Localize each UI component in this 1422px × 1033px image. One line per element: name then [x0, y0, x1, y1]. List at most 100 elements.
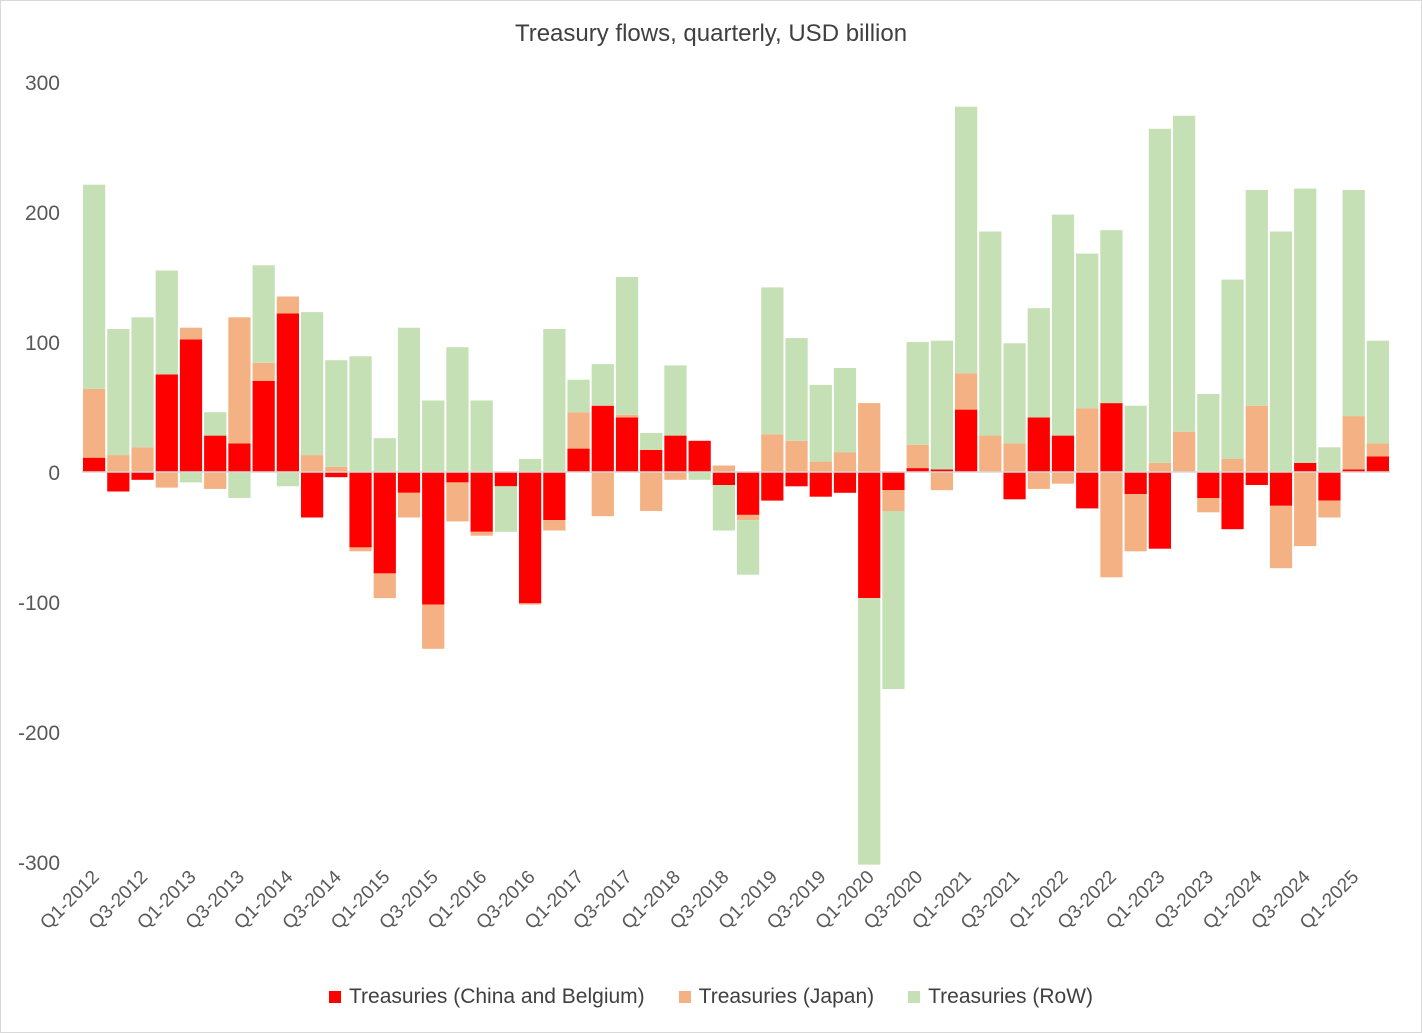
- bar-Q1-2019-series-2: [761, 287, 784, 435]
- bar-Q3-2012-series-2: [131, 317, 154, 448]
- bar-Q4-2016-series-2: [543, 329, 566, 472]
- bar-Q3-2014-series-0: [325, 472, 348, 478]
- bar-Q2-2022-series-0: [1076, 472, 1099, 509]
- bar-Q3-2019-series-0: [809, 472, 832, 497]
- bar-Q3-2020-series-2: [906, 342, 929, 445]
- bar-Q4-2019-series-1: [833, 452, 857, 472]
- bar-Q1-2024-series-2: [1245, 189, 1268, 406]
- bar-Q3-2014-series-2: [325, 360, 348, 467]
- bar-Q3-2015-series-0: [422, 472, 445, 605]
- bar-Q4-2024-series-1: [1318, 500, 1341, 518]
- bar-Q4-2018-series-1: [737, 514, 760, 521]
- bar-Q2-2017-series-0: [591, 405, 614, 472]
- bar-Q2-2020-series-1: [882, 490, 905, 511]
- bar-Q1-2025-series-2: [1342, 189, 1365, 417]
- bar-Q1-2022-series-1: [1051, 472, 1075, 484]
- legend-label: Treasuries (Japan): [698, 985, 875, 1008]
- bar-Q4-2014-series-1: [349, 547, 372, 552]
- bar-Q1-2012-series-2: [83, 184, 106, 389]
- bar-Q1-2017-series-1: [567, 412, 590, 449]
- bar-Q4-2018-series-0: [737, 472, 760, 515]
- y-tick-label: 300: [25, 72, 60, 95]
- bar-Q4-2023-series-2: [1221, 279, 1244, 459]
- bar-Q4-2013-series-1: [252, 362, 275, 381]
- bar-Q3-2013-series-1: [228, 317, 251, 444]
- chart-title: Treasury flows, quarterly, USD billion: [514, 20, 908, 47]
- bar-Q2-2018-series-0: [688, 440, 711, 472]
- bar-Q4-2012-series-0: [155, 374, 178, 472]
- bar-Q1-2020-series-1: [858, 403, 881, 472]
- bar-Q4-2017-series-0: [640, 449, 663, 472]
- bar-Q4-2019-series-0: [833, 472, 857, 493]
- bar-Q2-2016-series-2: [494, 486, 517, 532]
- legend-item-0: Treasuries (China and Belgium): [328, 985, 645, 1009]
- bar-Q4-2024-series-0: [1318, 472, 1341, 501]
- y-tick-label: -300: [18, 852, 60, 875]
- bar-Q4-2015-series-1: [446, 482, 469, 522]
- bar-Q2-2014-series-0: [301, 472, 324, 518]
- bar-Q1-2018-series-0: [664, 435, 687, 472]
- bar-Q3-2015-series-1: [422, 604, 445, 649]
- bar-Q3-2012-series-0: [131, 472, 154, 480]
- y-tick-label: 200: [25, 202, 60, 225]
- bar-Q3-2013-series-2: [228, 472, 251, 498]
- bar-Q2-2015-series-0: [397, 472, 421, 493]
- bar-Q1-2025-series-1: [1342, 416, 1365, 470]
- bar-Q2-2019-series-2: [785, 338, 808, 441]
- bar-Q3-2023-series-0: [1197, 472, 1220, 498]
- bar-Q4-2017-series-1: [640, 472, 663, 511]
- bars-group: [83, 106, 1389, 865]
- y-tick-label: -200: [18, 722, 60, 745]
- bar-Q1-2018-series-1: [664, 472, 687, 480]
- bar-Q3-2017-series-1: [615, 414, 639, 418]
- bar-Q4-2016-series-1: [543, 520, 566, 531]
- bar-Q2-2018-series-2: [688, 472, 711, 480]
- bar-Q2-2017-series-1: [591, 472, 614, 517]
- bar-Q1-2022-series-2: [1051, 214, 1075, 436]
- bar-Q1-2016-series-1: [470, 531, 493, 536]
- bar-Q1-2012-series-1: [83, 388, 106, 458]
- bar-Q4-2022-series-1: [1124, 494, 1147, 552]
- bar-Q4-2021-series-0: [1027, 417, 1050, 472]
- bar-Q3-2018-series-0: [712, 472, 735, 485]
- x-axis-ticks: Q1-2012Q3-2012Q1-2013Q3-2013Q1-2014Q3-20…: [36, 866, 1363, 933]
- bar-Q4-2017-series-2: [640, 433, 663, 450]
- bar-Q3-2024-series-0: [1294, 462, 1317, 472]
- legend-label: Treasuries (RoW): [928, 985, 1094, 1008]
- bar-Q3-2020-series-1: [906, 444, 929, 469]
- bar-Q1-2020-series-2: [858, 598, 881, 865]
- bar-Q4-2015-series-0: [446, 472, 469, 483]
- bar-Q2-2014-series-1: [301, 455, 324, 472]
- bar-Q2-2012-series-2: [107, 329, 130, 456]
- bar-Q1-2024-series-1: [1245, 405, 1268, 472]
- bar-Q3-2022-series-2: [1100, 230, 1123, 404]
- bar-Q3-2012-series-1: [131, 447, 154, 472]
- bar-Q3-2024-series-2: [1294, 188, 1317, 463]
- legend: Treasuries (China and Belgium) Treasuries…: [0, 985, 1422, 1009]
- bar-Q3-2019-series-2: [809, 384, 832, 462]
- bar-Q3-2023-series-2: [1197, 394, 1220, 472]
- bar-Q4-2021-series-1: [1027, 472, 1050, 489]
- bar-Q3-2016-series-0: [519, 472, 542, 604]
- bar-Q4-2014-series-2: [349, 356, 372, 472]
- bar-Q3-2021-series-0: [1003, 472, 1026, 500]
- legend-label: Treasuries (China and Belgium): [348, 985, 645, 1008]
- bar-Q4-2012-series-2: [155, 270, 178, 375]
- bar-Q1-2023-series-1: [1148, 462, 1171, 472]
- bar-Q2-2019-series-1: [785, 440, 808, 472]
- legend-item-1: Treasuries (Japan): [678, 985, 875, 1009]
- bar-Q4-2023-series-1: [1221, 459, 1244, 472]
- bar-Q2-2021-series-1: [979, 435, 1002, 472]
- bar-Q4-2014-series-0: [349, 472, 372, 548]
- bar-Q2-2025-series-1: [1366, 443, 1389, 457]
- bar-Q1-2021-series-1: [955, 373, 978, 410]
- bar-Q2-2013-series-1: [204, 472, 227, 489]
- bar-Q1-2021-series-0: [955, 409, 978, 472]
- bar-Q1-2023-series-0: [1148, 472, 1171, 549]
- bar-Q2-2012-series-0: [107, 472, 130, 492]
- legend-swatch: [908, 991, 921, 1003]
- bar-Q1-2016-series-2: [470, 400, 493, 472]
- bar-Q1-2014-series-0: [276, 313, 299, 472]
- bar-Q1-2018-series-2: [664, 365, 687, 436]
- bar-Q2-2023-series-2: [1173, 115, 1196, 432]
